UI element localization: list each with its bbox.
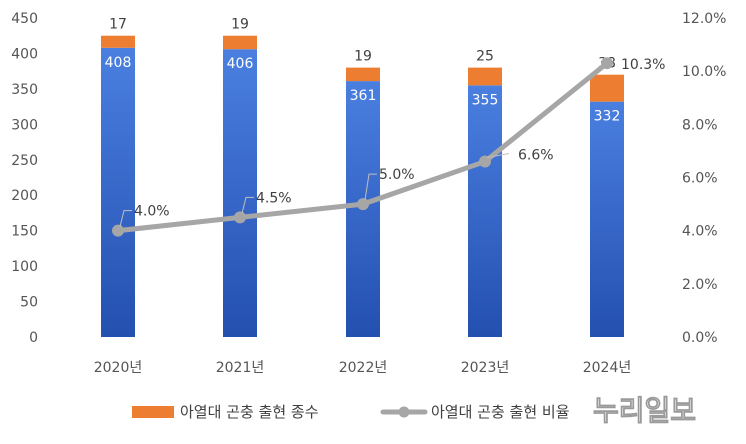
y-tick-label: 450 xyxy=(11,11,38,27)
bar-top xyxy=(101,35,135,48)
ratio-point xyxy=(112,224,124,237)
ratio-point xyxy=(479,155,491,168)
x-tick-label: 2020년 xyxy=(94,360,143,376)
left-axis: 0 50 100 150 200 250 300 350 400 450 xyxy=(11,11,38,346)
bar-base xyxy=(468,85,502,337)
y-tick-label: 150 xyxy=(11,224,38,240)
bar-top xyxy=(223,35,257,50)
ratio-label: 5.0% xyxy=(379,167,415,183)
y-tick-label: 400 xyxy=(11,46,38,62)
bar-base xyxy=(590,101,624,337)
ratio-point xyxy=(357,198,369,211)
y-tick-label: 200 xyxy=(11,188,38,204)
bar-base-label: 408 xyxy=(105,55,132,71)
y-tick-label: 100 xyxy=(11,259,38,275)
bar-top-label: 25 xyxy=(476,49,494,65)
ratio-label: 4.5% xyxy=(256,190,292,206)
y-tick-label: 300 xyxy=(11,117,38,133)
bar-base-label: 355 xyxy=(472,92,499,108)
legend-label-species: 아열대 곤충 출현 종수 xyxy=(180,403,319,421)
ratio-label: 10.3% xyxy=(621,57,665,73)
bar-base-label: 406 xyxy=(227,56,254,72)
bar-top-label: 17 xyxy=(109,17,127,33)
legend-label-ratio: 아열대 곤충 출현 비율 xyxy=(431,403,570,421)
ratio-point xyxy=(234,211,246,224)
legend-marker-ratio xyxy=(398,406,410,418)
bars: 4081740619361193552533238 xyxy=(101,17,624,338)
x-tick-label: 2021년 xyxy=(216,360,265,376)
ratio-leader xyxy=(364,173,377,201)
ratio-leader xyxy=(119,210,132,227)
x-tick-label: 2024년 xyxy=(583,360,632,376)
y2-tick-label: 2.0% xyxy=(682,277,718,293)
y2-tick-label: 10.0% xyxy=(682,64,726,80)
y2-tick-label: 0.0% xyxy=(682,330,718,346)
ratio-leader xyxy=(241,196,254,214)
y-tick-label: 50 xyxy=(20,295,38,311)
bar-top-label: 19 xyxy=(354,49,372,65)
bar-base-label: 361 xyxy=(350,88,377,104)
bar-base-label: 332 xyxy=(594,109,621,125)
right-axis: 0.0% 2.0% 4.0% 6.0% 8.0% 10.0% 12.0% xyxy=(682,11,726,346)
bar-top xyxy=(590,74,624,102)
y2-tick-label: 6.0% xyxy=(682,171,718,187)
y2-tick-label: 8.0% xyxy=(682,117,718,133)
bar-top xyxy=(346,67,380,82)
ratio-line: 4.0% 4.5% 5.0% 6.6% 10.3% xyxy=(112,57,665,237)
ratio-leader xyxy=(486,153,510,159)
bar-base xyxy=(101,47,135,337)
y2-tick-label: 4.0% xyxy=(682,224,718,240)
ratio-label: 4.0% xyxy=(134,204,170,220)
bar-top-label: 19 xyxy=(231,17,249,33)
legend-swatch-species xyxy=(132,406,174,418)
x-axis: 2020년 2021년 2022년 2023년 2024년 xyxy=(94,360,632,376)
x-tick-label: 2023년 xyxy=(461,360,510,376)
y2-tick-label: 12.0% xyxy=(682,11,726,27)
y-tick-label: 350 xyxy=(11,82,38,98)
ratio-label: 6.6% xyxy=(518,148,554,164)
bar-top xyxy=(468,67,502,86)
ratio-point xyxy=(601,57,613,70)
y-tick-label: 0 xyxy=(29,330,38,346)
y-tick-label: 250 xyxy=(11,153,38,169)
watermark: 누리일보 xyxy=(593,394,696,427)
bar-base xyxy=(223,49,257,338)
x-tick-label: 2022년 xyxy=(339,360,388,376)
legend: 아열대 곤충 출현 종수 아열대 곤충 출현 비율 xyxy=(132,403,570,421)
